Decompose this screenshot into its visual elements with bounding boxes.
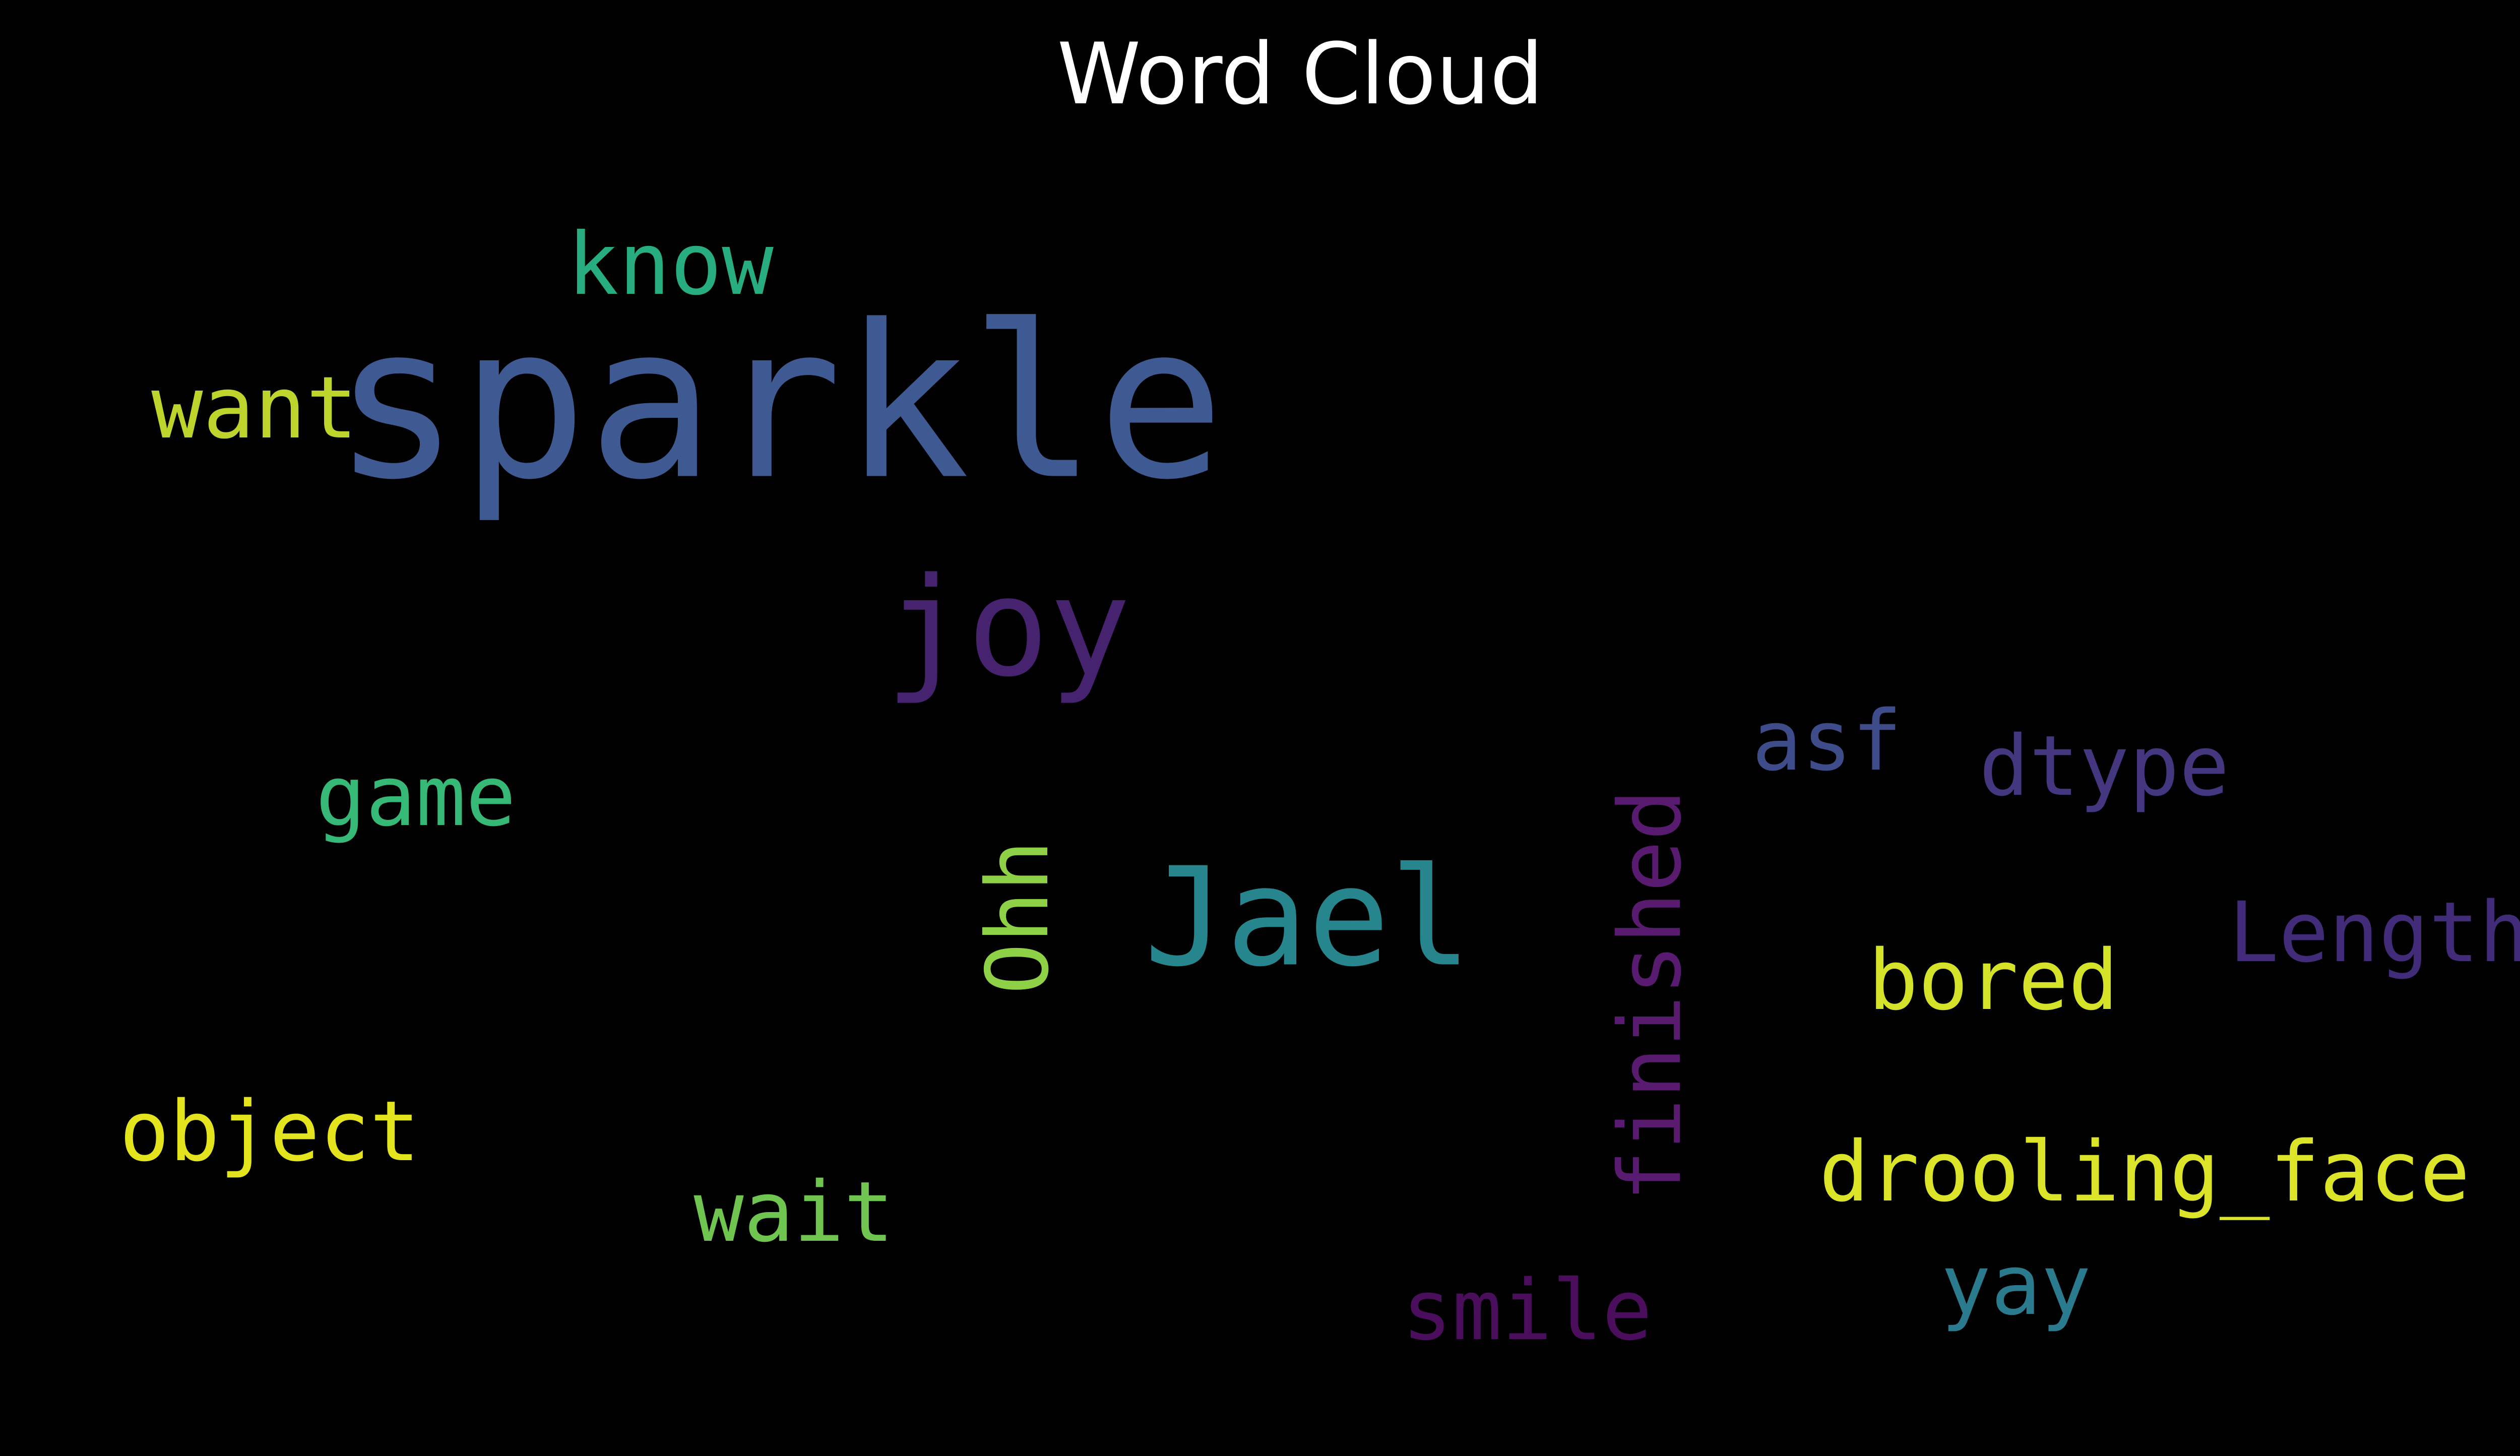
word-object: object xyxy=(119,1083,420,1180)
word-game: game xyxy=(316,748,516,845)
word-dtype: dtype xyxy=(1979,718,2230,814)
word-wait: wait xyxy=(694,1164,894,1260)
chart-title: Word Cloud xyxy=(1057,25,1543,123)
word-drooling-face: drooling_face xyxy=(1819,1123,2470,1220)
word-asf: asf xyxy=(1752,692,1902,789)
word-smile: smile xyxy=(1402,1262,1653,1359)
word-jael: Jael xyxy=(1144,838,1472,997)
word-ohh: Ohh xyxy=(968,840,1068,994)
word-know: know xyxy=(567,215,774,314)
word-joy: joy xyxy=(885,548,1131,707)
word-sparkle: sparkle xyxy=(333,280,1225,527)
word-want: want xyxy=(151,358,357,458)
word-length: Length xyxy=(2229,884,2520,981)
word-finished: finished xyxy=(1601,789,1700,1202)
word-bored: bored xyxy=(1868,932,2119,1029)
word-yay: yay xyxy=(1941,1237,2091,1334)
